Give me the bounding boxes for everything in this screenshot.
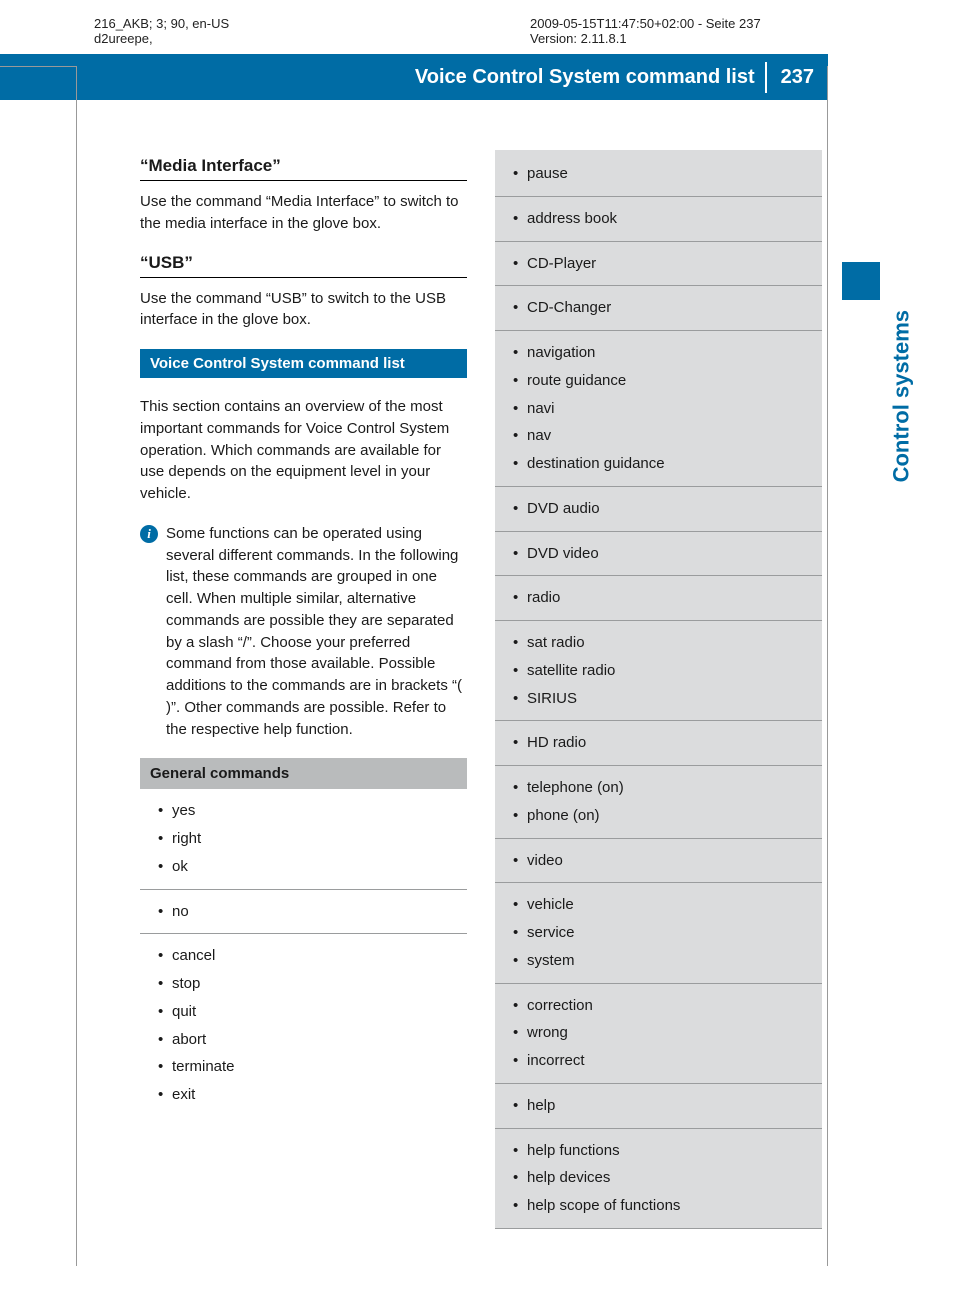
command-item: satellite radio (513, 657, 822, 685)
command-list-right: pauseaddress bookCD-PlayerCD-Changernavi… (495, 150, 822, 1229)
command-item: exit (158, 1081, 467, 1109)
command-group: help functionshelp deviceshelp scope of … (495, 1129, 822, 1229)
left-column: “Media Interface” Use the command “Media… (140, 150, 467, 1229)
command-item: SIRIUS (513, 685, 822, 713)
command-item: destination guidance (513, 450, 822, 478)
command-item: DVD audio (513, 495, 822, 523)
command-item: vehicle (513, 891, 822, 919)
meta-right-line2: Version: 2.11.8.1 (530, 31, 761, 46)
command-group: video (495, 839, 822, 884)
command-group: navigationroute guidancenavinavdestinati… (495, 331, 822, 487)
command-item: video (513, 847, 822, 875)
command-item: CD-Player (513, 250, 822, 278)
command-item: yes (158, 797, 467, 825)
command-item: phone (on) (513, 802, 822, 830)
command-list-left: yesrightok no cancelstopquitabortterminate… (140, 789, 467, 1117)
crop-rule (0, 66, 76, 67)
command-item: navi (513, 395, 822, 423)
command-item: radio (513, 584, 822, 612)
meta-left-line2: d2ureepe, (94, 31, 420, 46)
command-item: DVD video (513, 540, 822, 568)
command-group: vehicleservicesystem (495, 883, 822, 983)
info-icon: i (140, 525, 158, 543)
body-media-interface: Use the command “Media Interface” to swi… (140, 191, 467, 235)
command-item: nav (513, 422, 822, 450)
command-group: yesrightok (140, 789, 467, 889)
command-item: help (513, 1092, 822, 1120)
section-bar-command-list: Voice Control System command list (140, 349, 467, 378)
command-item: wrong (513, 1019, 822, 1047)
body-usb: Use the command “USB” to switch to the U… (140, 288, 467, 332)
heading-usb: “USB” (140, 253, 467, 278)
command-item: stop (158, 970, 467, 998)
command-item: sat radio (513, 629, 822, 657)
command-item: system (513, 947, 822, 975)
command-item: terminate (158, 1053, 467, 1081)
command-item: address book (513, 205, 822, 233)
info-text: Some functions can be operated using sev… (166, 523, 467, 741)
command-item: help functions (513, 1137, 822, 1165)
meta-left-line1: 216_AKB; 3; 90, en-US (94, 16, 420, 31)
command-item: pause (513, 160, 822, 188)
command-item: ok (158, 853, 467, 881)
meta-left: 216_AKB; 3; 90, en-US d2ureepe, (0, 16, 420, 46)
command-item: incorrect (513, 1047, 822, 1075)
thumb-tab (842, 262, 880, 300)
command-item: telephone (on) (513, 774, 822, 802)
command-item: right (158, 825, 467, 853)
heading-media-interface: “Media Interface” (140, 156, 467, 181)
print-meta: 216_AKB; 3; 90, en-US d2ureepe, 2009-05-… (0, 0, 954, 54)
subheading-general-commands: General commands (140, 758, 467, 789)
command-item: cancel (158, 942, 467, 970)
command-item: route guidance (513, 367, 822, 395)
command-item: help scope of functions (513, 1192, 822, 1220)
command-group: correctionwrongincorrect (495, 984, 822, 1084)
command-item: help devices (513, 1164, 822, 1192)
command-group: no (140, 890, 467, 935)
command-group: pause (495, 152, 822, 197)
command-item: correction (513, 992, 822, 1020)
section-side-label: Control systems (888, 310, 914, 482)
right-column: pauseaddress bookCD-PlayerCD-Changernavi… (495, 150, 822, 1229)
command-group: CD-Player (495, 242, 822, 287)
info-note: i Some functions can be operated using s… (140, 523, 467, 741)
meta-right-line1: 2009-05-15T11:47:50+02:00 - Seite 237 (530, 16, 761, 31)
command-group: telephone (on)phone (on) (495, 766, 822, 839)
command-group: DVD audio (495, 487, 822, 532)
intro-paragraph: This section contains an overview of the… (140, 396, 467, 505)
command-group: address book (495, 197, 822, 242)
command-group: cancelstopquitabortterminateexit (140, 934, 467, 1117)
content-area: “Media Interface” Use the command “Media… (140, 150, 822, 1229)
command-item: quit (158, 998, 467, 1026)
command-item: CD-Changer (513, 294, 822, 322)
meta-right: 2009-05-15T11:47:50+02:00 - Seite 237 Ve… (420, 16, 761, 46)
command-group: radio (495, 576, 822, 621)
command-group: sat radiosatellite radioSIRIUS (495, 621, 822, 721)
command-group: HD radio (495, 721, 822, 766)
command-item: service (513, 919, 822, 947)
command-item: navigation (513, 339, 822, 367)
command-item: HD radio (513, 729, 822, 757)
command-item: abort (158, 1026, 467, 1054)
command-group: DVD video (495, 532, 822, 577)
command-item: no (158, 898, 467, 926)
command-group: help (495, 1084, 822, 1129)
command-group: CD-Changer (495, 286, 822, 331)
